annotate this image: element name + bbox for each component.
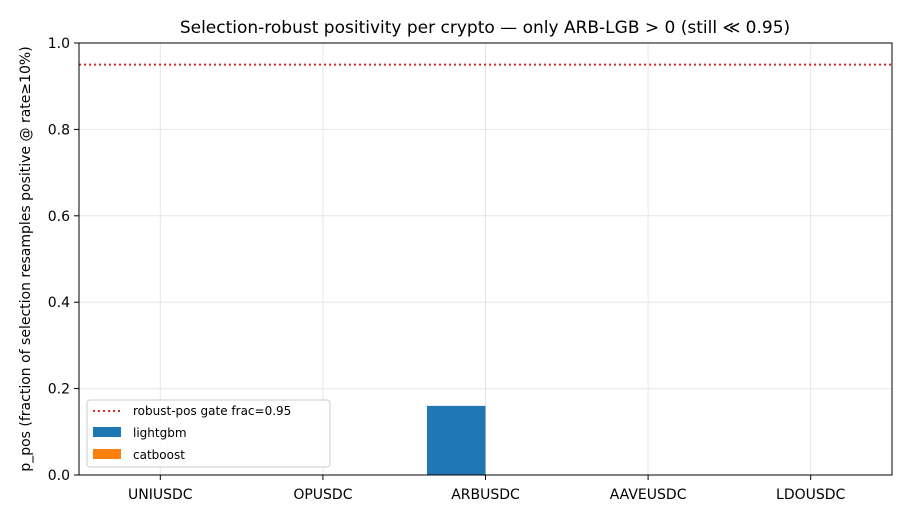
legend-catboost-label: catboost [133, 448, 185, 462]
x-tick-label: UNIUSDC [128, 487, 193, 503]
legend-box [86, 399, 331, 468]
x-axis: UNIUSDC OPUSDC ARBUSDC AAVEUSDC LDOUSDC [128, 475, 846, 503]
x-tick-label: ARBUSDC [451, 487, 520, 503]
bar-lightgbm-ARBUSDC [426, 405, 486, 475]
legend-lightgbm-swatch [93, 427, 121, 437]
y-tick-label: 0.0 [48, 468, 70, 484]
y-tick-label: 1.0 [48, 36, 70, 52]
y-tick-label: 0.8 [48, 122, 70, 138]
legend-catboost-swatch [93, 449, 121, 459]
y-tick-label: 0.2 [48, 382, 70, 398]
bar-layer [426, 405, 486, 475]
y-tick-label: 0.4 [48, 295, 70, 311]
x-tick-label: LDOUSDC [776, 487, 846, 503]
y-axis: 0.0 0.2 0.4 0.6 0.8 1.0 [48, 36, 79, 484]
y-tick-label: 0.6 [48, 209, 70, 225]
chart-title: Selection-robust positivity per crypto —… [180, 18, 790, 38]
y-axis-label: p_pos (fraction of selection resamples p… [18, 46, 34, 471]
legend-lightgbm-label: lightgbm [133, 426, 187, 440]
legend: robust-pos gate frac=0.95 lightgbm catbo… [86, 399, 331, 468]
x-tick-label: OPUSDC [293, 487, 352, 503]
x-tick-label: AAVEUSDC [610, 487, 687, 503]
legend-ref-label: robust-pos gate frac=0.95 [133, 404, 291, 418]
